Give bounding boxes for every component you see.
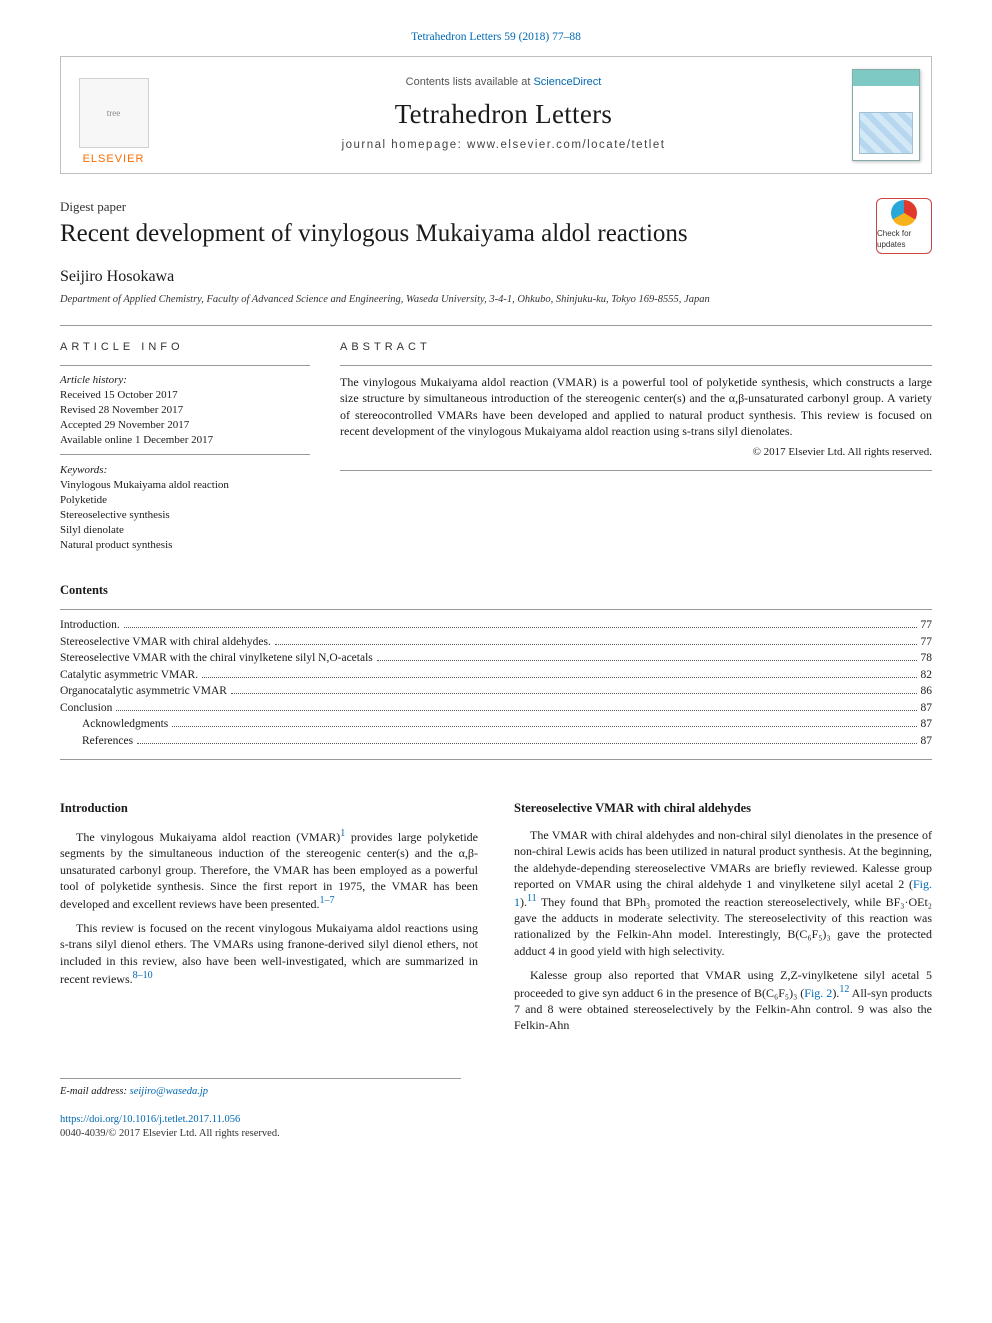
cover-thumb-block (841, 57, 931, 173)
paragraph: The VMAR with chiral aldehydes and non-c… (514, 827, 932, 959)
paragraph: This review is focused on the recent vin… (60, 920, 478, 987)
document-type: Digest paper (60, 198, 688, 216)
ref-link[interactable]: 8–10 (133, 970, 153, 981)
header-center: Contents lists available at ScienceDirec… (166, 57, 841, 173)
keyword: Natural product synthesis (60, 538, 310, 553)
toc-label[interactable]: References (82, 734, 133, 750)
abstract-text: The vinylogous Mukaiyama aldol reaction … (340, 374, 932, 439)
toc-leader-dots (202, 677, 916, 678)
toc-leader-dots (377, 660, 917, 661)
divider (340, 365, 932, 366)
toc-page: 87 (921, 717, 933, 733)
toc-label[interactable]: Introduction. (60, 618, 120, 634)
author-affiliation: Department of Applied Chemistry, Faculty… (60, 293, 932, 307)
elsevier-tree-logo: tree (79, 78, 149, 148)
toc-label[interactable]: Stereoselective VMAR with chiral aldehyd… (60, 635, 271, 651)
toc-page: 82 (921, 668, 933, 684)
ref-link[interactable]: 11 (527, 893, 537, 904)
section-heading-stereo: Stereoselective VMAR with chiral aldehyd… (514, 800, 932, 817)
divider (60, 609, 932, 610)
toc-row: References 87 (60, 734, 932, 750)
author-name: Seijiro Hosokawa (60, 266, 932, 288)
journal-cover-thumb (852, 69, 920, 161)
article-title: Recent development of vinylogous Mukaiya… (60, 219, 688, 249)
history-line: Accepted 29 November 2017 (60, 418, 310, 433)
ref-link[interactable]: 1–7 (320, 895, 335, 906)
toc-label[interactable]: Conclusion (60, 701, 112, 717)
sciencedirect-link[interactable]: ScienceDirect (533, 76, 601, 88)
table-of-contents: Contents Introduction. 77 Stereoselective … (60, 582, 932, 760)
toc-page: 87 (921, 734, 933, 750)
toc-page: 77 (921, 618, 933, 634)
toc-row: Introduction. 77 (60, 618, 932, 634)
contents-lists-line: Contents lists available at ScienceDirec… (406, 75, 602, 90)
toc-leader-dots (275, 644, 917, 645)
keyword: Polyketide (60, 493, 310, 508)
toc-page: 86 (921, 684, 933, 700)
toc-label[interactable]: Acknowledgments (82, 717, 168, 733)
divider (60, 325, 932, 326)
email-label: E-mail address: (60, 1086, 130, 1097)
keywords-head: Keywords: (60, 463, 310, 478)
abstract-column: ABSTRACT The vinylogous Mukaiyama aldol … (340, 340, 932, 552)
toc-row: Stereoselective VMAR with the chiral vin… (60, 651, 932, 667)
toc-heading: Contents (60, 582, 932, 599)
crossmark-icon (891, 200, 917, 226)
figure-link[interactable]: Fig. 2 (804, 986, 832, 1000)
history-line: Revised 28 November 2017 (60, 403, 310, 418)
toc-row: Acknowledgments 87 (60, 717, 932, 733)
toc-label[interactable]: Organocatalytic asymmetric VMAR (60, 684, 227, 700)
toc-leader-dots (231, 693, 917, 694)
footnote-block: E-mail address: seijiro@waseda.jp (60, 1078, 461, 1099)
toc-row: Stereoselective VMAR with chiral aldehyd… (60, 635, 932, 651)
keyword: Vinylogous Mukaiyama aldol reaction (60, 478, 310, 493)
toc-label[interactable]: Catalytic asymmetric VMAR. (60, 668, 198, 684)
body-right-column: Stereoselective VMAR with chiral aldehyd… (514, 800, 932, 1041)
toc-leader-dots (124, 627, 917, 628)
updates-badge-label: Check for updates (877, 229, 931, 251)
history-line: Available online 1 December 2017 (60, 433, 310, 448)
keyword: Stereoselective synthesis (60, 508, 310, 523)
toc-page: 78 (921, 651, 933, 667)
keyword: Silyl dienolate (60, 523, 310, 538)
toc-leader-dots (172, 726, 916, 727)
contents-prefix: Contents lists available at (406, 76, 534, 88)
issn-copyright: 0040-4039/© 2017 Elsevier Ltd. All right… (60, 1127, 932, 1141)
toc-row: Catalytic asymmetric VMAR. 82 (60, 668, 932, 684)
copyright-line: © 2017 Elsevier Ltd. All rights reserved… (340, 445, 932, 460)
toc-page: 77 (921, 635, 933, 651)
journal-homepage: journal homepage: www.elsevier.com/locat… (342, 138, 666, 154)
ref-link[interactable]: 12 (839, 984, 849, 995)
journal-name: Tetrahedron Letters (395, 96, 612, 132)
journal-header: tree ELSEVIER Contents lists available a… (60, 56, 932, 174)
check-updates-badge[interactable]: Check for updates (876, 198, 932, 254)
doi-link[interactable]: https://doi.org/10.1016/j.tetlet.2017.11… (60, 1114, 240, 1125)
body-left-column: Introduction The vinylogous Mukaiyama al… (60, 800, 478, 1041)
article-info-heading: ARTICLE INFO (60, 340, 310, 355)
divider (340, 470, 932, 471)
toc-label[interactable]: Stereoselective VMAR with the chiral vin… (60, 651, 373, 667)
toc-leader-dots (116, 710, 916, 711)
paragraph: The vinylogous Mukaiyama aldol reaction … (60, 827, 478, 912)
history-line: Received 15 October 2017 (60, 388, 310, 403)
history-head: Article history: (60, 373, 310, 388)
divider (60, 759, 932, 760)
author-email-link[interactable]: seijiro@waseda.jp (130, 1086, 208, 1097)
toc-row: Organocatalytic asymmetric VMAR 86 (60, 684, 932, 700)
article-info-column: ARTICLE INFO Article history: Received 1… (60, 340, 310, 552)
publisher-block: tree ELSEVIER (61, 57, 166, 173)
abstract-heading: ABSTRACT (340, 340, 932, 355)
section-heading-intro: Introduction (60, 800, 478, 817)
toc-row: Conclusion 87 (60, 701, 932, 717)
toc-leader-dots (137, 743, 916, 744)
paragraph: Kalesse group also reported that VMAR us… (514, 967, 932, 1034)
elsevier-wordmark: ELSEVIER (83, 152, 145, 167)
toc-page: 87 (921, 701, 933, 717)
citation-link[interactable]: Tetrahedron Letters 59 (2018) 77–88 (411, 31, 581, 43)
